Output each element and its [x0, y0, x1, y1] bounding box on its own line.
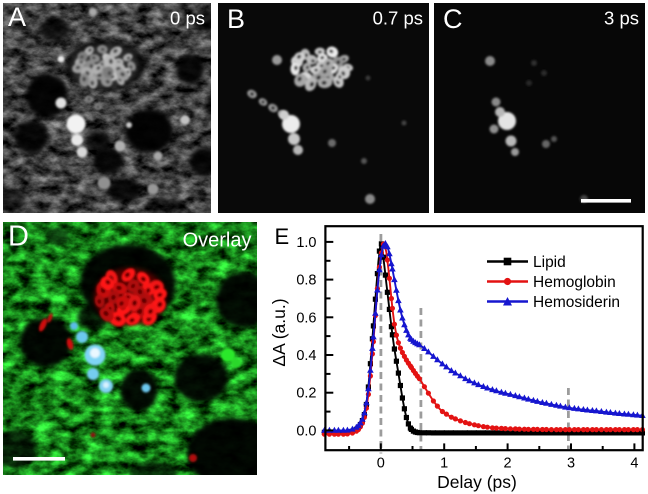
svg-text:D: D [8, 222, 29, 253]
svg-text:0 ps: 0 ps [170, 8, 205, 29]
svg-text:4: 4 [630, 456, 638, 472]
svg-text:1: 1 [440, 456, 448, 472]
svg-text:0.7 ps: 0.7 ps [373, 8, 423, 29]
svg-text:C: C [443, 4, 463, 34]
svg-text:ΔA (a.u.): ΔA (a.u.) [269, 298, 289, 366]
svg-text:Hemosiderin: Hemosiderin [533, 294, 620, 311]
svg-text:0.8: 0.8 [296, 273, 316, 289]
svg-text:A: A [8, 3, 26, 32]
svg-text:0.4: 0.4 [296, 348, 316, 364]
svg-text:Delay (ps): Delay (ps) [437, 472, 517, 492]
svg-text:0.0: 0.0 [296, 423, 316, 439]
svg-text:2: 2 [504, 456, 512, 472]
svg-text:1.0: 1.0 [296, 235, 316, 251]
svg-text:Overlay: Overlay [183, 230, 252, 252]
svg-text:Lipid: Lipid [533, 254, 566, 271]
svg-text:3: 3 [567, 456, 575, 472]
svg-text:3 ps: 3 ps [604, 8, 639, 29]
svg-text:E: E [275, 224, 290, 249]
svg-text:0.6: 0.6 [296, 310, 316, 326]
svg-text:0: 0 [377, 456, 385, 472]
svg-text:Hemoglobin: Hemoglobin [533, 274, 616, 291]
svg-text:B: B [227, 4, 245, 34]
svg-text:0.2: 0.2 [296, 386, 316, 402]
